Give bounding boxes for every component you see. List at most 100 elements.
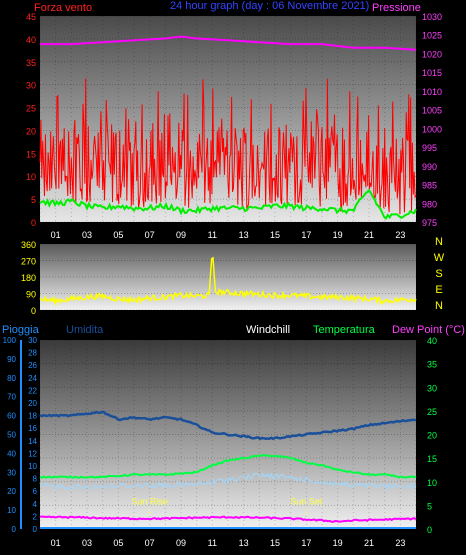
compass-label: S	[435, 268, 442, 280]
temperature-legend: Temperatura	[313, 324, 376, 336]
wind-tick-label: 0	[31, 218, 36, 228]
hour-tick-label: 17	[301, 230, 311, 240]
wind-axis-title: Forza vento	[34, 2, 92, 14]
pressure-tick-label: 1015	[422, 68, 442, 78]
pressure-tick-label: 980	[422, 199, 437, 209]
rain-tick-label: 24	[28, 374, 37, 383]
humidity-tick-label: 100	[3, 336, 17, 345]
humidity-tick-label: 70	[7, 393, 16, 402]
wind-tick-label: 15	[26, 149, 36, 159]
hour-tick-label: 21	[364, 230, 374, 240]
temperature-tick-label: 15	[427, 454, 437, 464]
wind-direction-plot-area	[40, 244, 416, 310]
pressure-tick-label: 985	[422, 181, 437, 191]
temperature-tick-label: 40	[427, 336, 437, 346]
hour-tick-label: 23	[395, 538, 405, 548]
rain-tick-label: 2	[33, 512, 38, 521]
hour-tick-label: 15	[270, 538, 280, 548]
rain-tick-label: 26	[28, 361, 37, 370]
wind-tick-label: 10	[26, 172, 36, 182]
wind-direction-line	[39, 256, 417, 307]
hour-tick-label: 19	[333, 230, 343, 240]
humidity-tick-label: 10	[7, 506, 16, 515]
hour-ticks-top: 01 03 05 07 09 11 13 15 17 19 21 23	[51, 230, 406, 240]
pressure-tick-label: 975	[422, 218, 437, 228]
dewpoint-legend: Dew Point (°C)	[392, 324, 465, 336]
humidity-axis-title: Umidita	[66, 324, 104, 336]
compass-label: N	[435, 236, 443, 248]
rain-tick-label: 14	[28, 437, 37, 446]
temperature-tick-label: 5	[427, 501, 432, 511]
pressure-tick-label: 1030	[422, 12, 442, 22]
rain-tick-label: 8	[33, 475, 38, 484]
rain-tick-label: 10	[28, 462, 37, 471]
temp-humidity-series	[39, 410, 417, 529]
compass-label: E	[435, 284, 442, 296]
hour-tick-label: 17	[301, 538, 311, 548]
temperature-tick-label: 25	[427, 407, 437, 417]
wind-tick-label: 5	[31, 195, 36, 205]
pressure-tick-label: 1020	[422, 49, 442, 59]
temperature-line	[39, 454, 417, 479]
pressure-tick-label: 1005	[422, 106, 442, 116]
temperature-tick-label: 20	[427, 431, 437, 441]
hour-tick-label: 03	[82, 538, 92, 548]
windchill-legend: Windchill	[246, 324, 290, 336]
pressure-ticks: 975 980 985 990 995 1000 1005 1010 1015 1020 1025 1…	[422, 12, 442, 228]
rain-tick-label: 18	[28, 412, 37, 421]
rain-tick-label: 22	[28, 386, 37, 395]
hour-tick-label: 07	[145, 538, 155, 548]
direction-tick-label: 90	[26, 290, 36, 300]
sun-annotation-label: Sun Rise	[131, 496, 168, 506]
hour-tick-label: 03	[82, 230, 92, 240]
hour-tick-label: 15	[270, 230, 280, 240]
direction-tick-label: 0	[31, 306, 36, 316]
windchill-line	[39, 472, 417, 491]
hour-tick-label: 09	[176, 230, 186, 240]
rain-tick-label: 0	[33, 525, 38, 534]
hour-tick-label: 05	[113, 538, 123, 548]
wind-tick-label: 25	[26, 104, 36, 114]
hour-tick-label: 21	[364, 538, 374, 548]
pressure-line	[40, 35, 417, 51]
humidity-tick-label: 50	[7, 431, 16, 440]
rain-tick-label: 20	[28, 399, 37, 408]
compass-label: N	[435, 300, 443, 312]
humidity-ticks: 0 10 20 30 40 50 60 70 80 90 100	[3, 336, 17, 534]
pressure-axis-title: Pressione	[372, 2, 421, 14]
hour-tick-label: 05	[113, 230, 123, 240]
sun-annotation-label: Sun Set	[290, 496, 323, 506]
pressure-tick-label: 1000	[422, 124, 442, 134]
humidity-tick-label: 0	[12, 525, 17, 534]
humidity-tick-label: 30	[7, 468, 16, 477]
wind-speed-ticks: 0 5 10 15 20 25 30 35 40 45	[26, 12, 36, 228]
wind-tick-label: 30	[26, 81, 36, 91]
humidity-tick-label: 90	[7, 355, 16, 364]
hour-tick-label: 09	[176, 538, 186, 548]
compass-label: W	[434, 252, 445, 264]
humidity-tick-label: 80	[7, 374, 16, 383]
pressure-tick-label: 1025	[422, 31, 442, 41]
rain-tick-label: 28	[28, 349, 37, 358]
hour-tick-label: 13	[239, 230, 249, 240]
wind-average-line	[39, 188, 417, 220]
direction-tick-label: 270	[21, 257, 36, 267]
pressure-tick-label: 990	[422, 162, 437, 172]
rain-tick-label: 16	[28, 424, 37, 433]
rain-tick-label: 12	[28, 449, 37, 458]
wind-pressure-series	[39, 35, 417, 220]
rain-tick-label: 4	[33, 500, 38, 509]
hour-tick-label: 23	[395, 230, 405, 240]
rain-axis-title: Pioggia	[2, 324, 40, 336]
wind-tick-label: 45	[26, 12, 36, 22]
humidity-line	[39, 410, 417, 441]
humidity-tick-label: 40	[7, 449, 16, 458]
wind-tick-label: 35	[26, 58, 36, 68]
rain-tick-label: 30	[28, 336, 37, 345]
hour-tick-label: 01	[51, 230, 61, 240]
humidity-tick-label: 20	[7, 487, 16, 496]
temperature-tick-label: 35	[427, 360, 437, 370]
